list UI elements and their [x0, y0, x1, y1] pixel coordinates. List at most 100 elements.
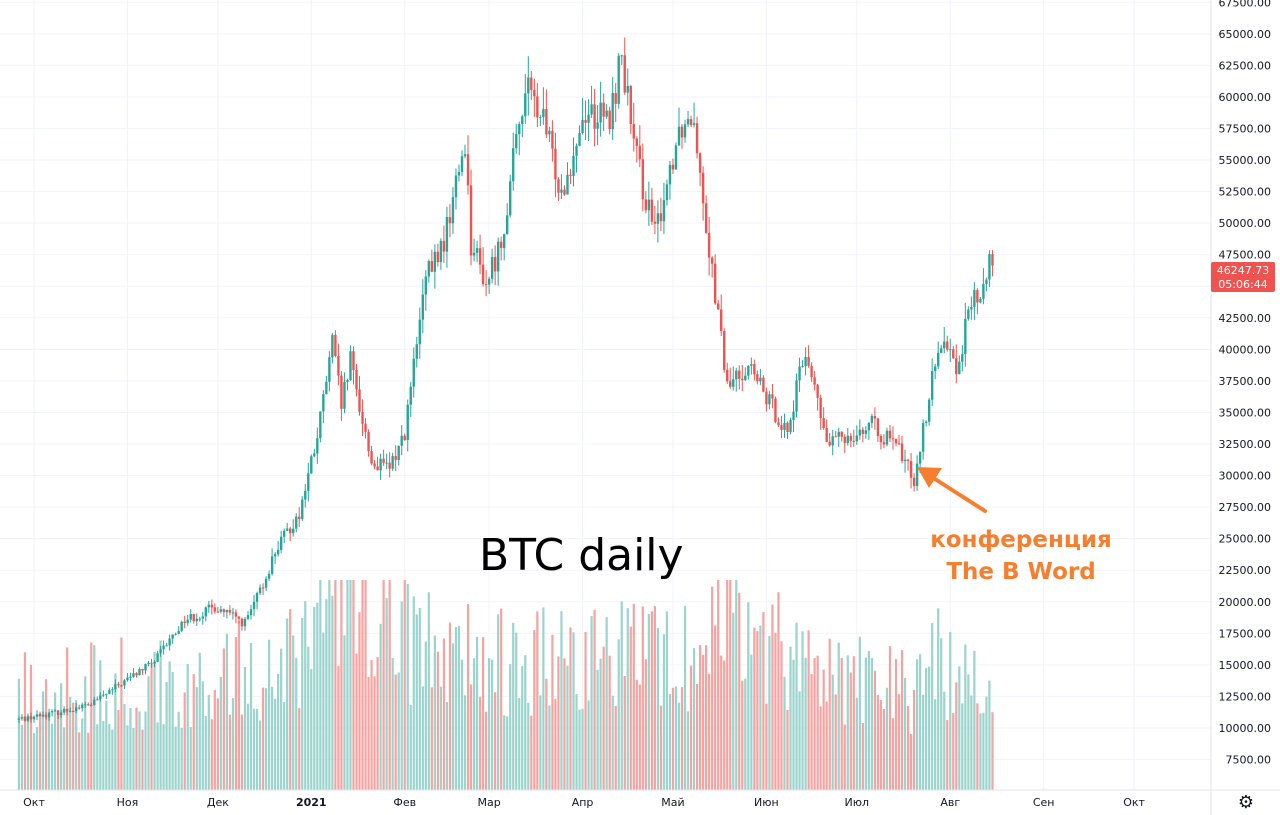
volume-bar [400, 601, 403, 790]
countdown-value: 05:06:44 [1218, 278, 1267, 291]
volume-bar [985, 696, 988, 790]
volume-bar [99, 660, 102, 790]
volume-bar [331, 595, 334, 790]
candle-body [325, 381, 328, 395]
volume-bar [882, 708, 886, 790]
time-tick-label: Сен [1033, 796, 1055, 809]
volume-bar [475, 636, 479, 790]
candle-body [918, 451, 922, 464]
gear-icon[interactable]: ⚙ [1237, 792, 1255, 812]
candle-body [427, 261, 431, 277]
volume-bar [123, 704, 126, 790]
candle-body [174, 633, 177, 635]
volume-bar [292, 635, 295, 790]
candle-body [270, 556, 274, 574]
candle-body [126, 677, 129, 681]
price-tick-label: 30000.00 [1219, 470, 1272, 483]
candle-body [144, 664, 147, 671]
candle-body [903, 459, 907, 462]
candle-body [900, 443, 904, 462]
time-axis: Окт Ноя Дек 2021 Фев Мар Апр Май Июн Июл Авг Сен Окт [23, 796, 1145, 809]
candle-body [391, 456, 394, 469]
volume-bar [970, 695, 973, 790]
volume-bar [198, 652, 201, 790]
candle-body [192, 614, 195, 622]
candle-body [915, 463, 919, 487]
volume-bar [472, 658, 476, 790]
volume-bar [870, 658, 873, 790]
volume-bar [234, 636, 238, 790]
volume-bar [177, 711, 180, 790]
candle-body [909, 461, 913, 478]
volume-bar [828, 638, 831, 790]
candle-body [530, 77, 533, 90]
volume-bar [497, 614, 500, 790]
volume-bar [973, 650, 976, 790]
volume-bar [931, 622, 934, 790]
annotation-arrow [917, 467, 987, 513]
volume-bar [301, 617, 304, 790]
candle-body [747, 365, 750, 376]
candle-body [295, 516, 298, 529]
volume-bar [780, 641, 783, 790]
candle-body [587, 114, 590, 123]
volume-bar [674, 686, 678, 790]
volume-bar [551, 634, 554, 790]
volume-bar [587, 700, 590, 790]
volume-bar [108, 723, 111, 790]
candle-body [632, 123, 635, 139]
candle-body [855, 435, 859, 442]
candle-body [65, 708, 69, 712]
candle-body [774, 398, 777, 423]
volume-bar [494, 692, 497, 790]
volume-bar [596, 669, 599, 790]
candle-body [792, 411, 795, 421]
volume-bar [313, 606, 316, 790]
volume-bar [741, 680, 744, 790]
volume-bar [159, 640, 162, 790]
volume-bar [777, 592, 780, 790]
price-tick-label: 15000.00 [1219, 659, 1272, 672]
price-tick-label: 52500.00 [1219, 186, 1272, 199]
candle-body [177, 630, 180, 634]
candle-body [617, 55, 620, 104]
candle-body [677, 126, 681, 146]
candle-body [231, 612, 235, 614]
volume-bar [925, 668, 928, 790]
volume-bar [481, 637, 485, 790]
volume-bar [436, 651, 439, 790]
volume-bar [554, 698, 557, 790]
candle-body [641, 159, 645, 200]
volume-bar [322, 632, 325, 790]
candle-body [340, 375, 343, 409]
time-tick-label: Май [661, 796, 684, 809]
volume-bar [909, 733, 913, 790]
candle-body [635, 138, 638, 146]
candle-body [843, 436, 846, 444]
volume-bar [976, 703, 979, 790]
price-axis: 7500.00 10000.00 12500.00 15000.00 17500.00 2… [1219, 0, 1272, 767]
candle-body [53, 710, 57, 712]
candle-body [560, 189, 563, 193]
volume-bar [20, 724, 24, 790]
candle-body [521, 116, 524, 125]
candle-body [768, 394, 771, 405]
candle-body [662, 200, 666, 222]
candle-body [505, 215, 509, 235]
volume-bar [485, 711, 488, 790]
volume-bar [518, 697, 521, 790]
candle-body [469, 185, 473, 256]
candle-body [68, 710, 72, 712]
volume-bar [44, 679, 48, 790]
volume-bar [689, 665, 693, 790]
volume-bar [527, 702, 530, 790]
candle-body [171, 634, 174, 639]
volume-bar [463, 695, 467, 790]
volume-bar [515, 632, 518, 790]
volume-bar [795, 622, 798, 790]
candle-body [952, 349, 955, 359]
candle-body [210, 604, 214, 608]
candle-body [801, 366, 804, 368]
candle-body [930, 371, 934, 400]
